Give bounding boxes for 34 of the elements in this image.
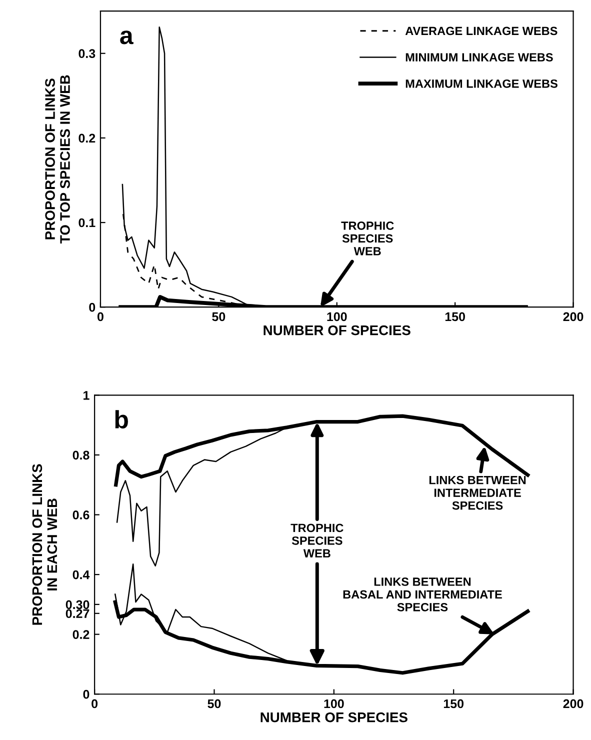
annotation: LINKS BETWEEN INTERMEDIATE SPECIES (429, 476, 526, 510)
annotation: b (115, 410, 128, 428)
y-axis-title: PROPORTION OF LINKS TO TOP SPECIES IN WEB (45, 75, 70, 244)
annotation: TROPHIC SPECIES WEB (341, 222, 394, 256)
y-tick-label: 0.8 (72, 450, 90, 460)
y-tick-label: 0.30 (66, 600, 90, 610)
y-tick-label: 0.6 (72, 510, 90, 520)
x-tick-label: 150 (444, 699, 464, 708)
y-tick-label: 0.2 (78, 134, 96, 143)
y-tick-label: 0.3 (78, 49, 96, 58)
x-tick-label: 100 (327, 312, 347, 322)
x-tick-label: 50 (208, 699, 221, 708)
x-axis-title: NUMBER OF SPECIES (264, 325, 410, 336)
annotation: LINKS BETWEEN BASAL AND INTERMEDIATE SPECIES (343, 578, 502, 612)
x-tick-label: 100 (324, 699, 344, 708)
legend-label: MINIMUM LINKAGE WEBS (406, 53, 553, 62)
y-tick-label: 0 (89, 302, 96, 312)
x-tick-label: 50 (212, 312, 226, 322)
annotation: TROPHIC SPECIES WEB (290, 524, 344, 558)
x-tick-label: 0 (97, 312, 104, 322)
y-tick-label: 0.2 (72, 630, 90, 639)
y-tick-label: 0.27 (66, 609, 90, 618)
legend-label: AVERAGE LINKAGE WEBS (405, 26, 558, 36)
x-tick-label: 150 (445, 312, 465, 322)
y-tick-label: 1 (84, 391, 90, 400)
y-tick-label: 0.4 (72, 570, 90, 580)
y-tick-label: 0 (83, 690, 90, 699)
x-tick-label: 200 (563, 699, 584, 708)
legend-label: MAXIMUM LINKAGE WEBS (406, 79, 558, 88)
y-axis-title: PROPORTION OF LINKS IN EACH WEB (32, 464, 58, 625)
x-axis-title: NUMBER OF SPECIES (260, 712, 408, 722)
x-tick-label: 200 (563, 312, 584, 322)
annotation: a (120, 30, 134, 44)
y-tick-label: 0.1 (78, 218, 96, 228)
